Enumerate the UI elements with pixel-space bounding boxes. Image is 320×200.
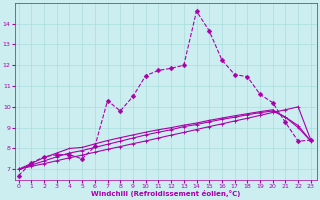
X-axis label: Windchill (Refroidissement éolien,°C): Windchill (Refroidissement éolien,°C) xyxy=(91,190,241,197)
